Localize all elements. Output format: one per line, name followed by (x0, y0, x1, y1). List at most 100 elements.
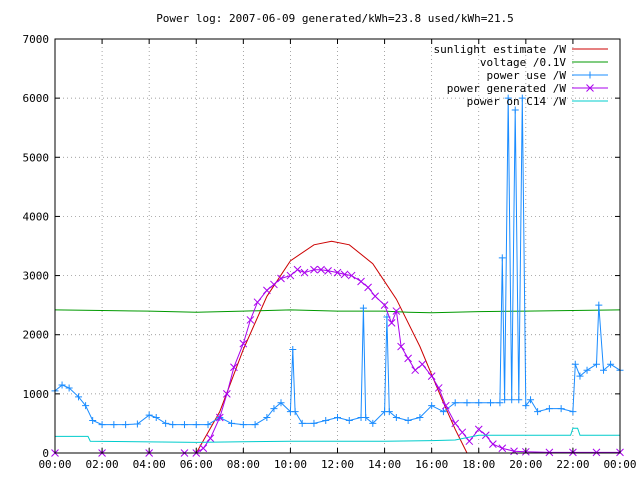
data-point-marker (289, 346, 297, 353)
data-point-marker (557, 405, 565, 413)
data-point-marker (458, 428, 467, 437)
data-point-marker (511, 106, 519, 114)
data-point-marker (428, 402, 436, 410)
data-point-marker (545, 448, 554, 457)
data-point-marker (364, 283, 372, 292)
data-point-marker (199, 444, 208, 453)
data-point-marker (324, 266, 332, 275)
data-point-marker (333, 268, 342, 277)
axes: 0 1000 2000 3000 4000 5000 6000 7000 00:00 02:00 0… (23, 33, 637, 471)
data-point-marker (510, 447, 518, 456)
data-point-marker (152, 414, 160, 422)
data-point-marker (253, 298, 262, 307)
legend-label: sunlight estimate /W (434, 43, 567, 56)
chart-title: Power log: 2007-06-09 generated/kWh=23.8… (156, 12, 514, 25)
data-point-marker (498, 254, 506, 262)
data-point-marker (411, 366, 420, 375)
data-point-marker (607, 360, 615, 368)
data-point-marker (371, 292, 380, 301)
x-tick-label: 22:00 (556, 458, 589, 471)
data-point-marker (385, 408, 393, 416)
data-point-marker (345, 416, 353, 424)
data-point-marker (362, 414, 370, 422)
data-point-marker (392, 414, 400, 422)
data-point-marker (463, 399, 471, 407)
y-tick-label: 5000 (23, 151, 50, 164)
data-point-marker (239, 421, 247, 429)
data-point-marker (439, 408, 447, 416)
legend-label: voltage /0.1V (480, 56, 566, 69)
data-point-marker (357, 277, 365, 286)
data-point-marker (522, 402, 530, 410)
data-point-marker (277, 274, 285, 283)
data-point-marker (230, 363, 238, 372)
data-point-marker (145, 411, 153, 419)
y-tick-label: 6000 (23, 92, 50, 105)
data-point-marker (595, 301, 603, 309)
data-point-marker (98, 421, 106, 429)
x-tick-label: 20:00 (509, 458, 542, 471)
data-point-marker (206, 434, 215, 443)
data-point-marker (270, 280, 278, 289)
data-point-marker (545, 405, 553, 413)
data-point-marker (204, 421, 212, 429)
data-point-marker (317, 265, 325, 274)
data-point-marker (310, 419, 318, 427)
data-point-marker (404, 354, 412, 363)
y-tick-label: 2000 (23, 329, 50, 342)
data-point-marker (246, 316, 255, 324)
y-tick-label: 0 (42, 447, 49, 460)
x-tick-label: 12:00 (321, 458, 354, 471)
data-point-marker (263, 414, 271, 422)
data-point-marker (228, 419, 236, 427)
data-point-marker (110, 421, 118, 429)
data-point-marker (576, 372, 584, 380)
data-point-marker (58, 381, 66, 389)
data-point-marker (583, 366, 591, 374)
data-point-marker (392, 307, 401, 315)
data-point-marker (569, 408, 577, 416)
legend-label: power use /W (487, 69, 567, 82)
legend-label: power generated /W (447, 82, 567, 95)
data-point-marker (475, 399, 483, 407)
data-point-marker (571, 360, 579, 368)
series-line (54, 98, 621, 426)
data-point-marker (380, 301, 389, 309)
data-point-marker (534, 408, 542, 416)
data-point-marker (310, 265, 318, 274)
data-point-marker (82, 402, 90, 410)
data-point-marker (441, 401, 450, 410)
x-tick-label: 00:00 (603, 458, 636, 471)
data-point-marker (133, 420, 141, 428)
x-tick-label: 06:00 (180, 458, 213, 471)
data-point-marker (387, 319, 396, 327)
data-point-marker (239, 339, 248, 348)
data-point-marker (192, 421, 200, 429)
series-layer (51, 94, 624, 457)
data-point-marker (498, 444, 507, 453)
data-point-marker (451, 419, 460, 428)
data-point-marker (215, 413, 224, 422)
data-point-marker (592, 448, 601, 457)
series-4 (55, 427, 620, 443)
data-point-marker (223, 390, 231, 398)
x-tick-label: 02:00 (86, 458, 119, 471)
x-tick-label: 08:00 (227, 458, 260, 471)
data-point-marker (347, 271, 356, 280)
series-0 (195, 240, 468, 454)
y-tick-label: 7000 (23, 33, 50, 46)
data-point-marker (465, 437, 474, 446)
data-point-marker (359, 304, 367, 312)
data-point-marker (169, 421, 177, 429)
x-tick-label: 14:00 (368, 458, 401, 471)
data-point-marker (527, 396, 535, 404)
data-point-marker (340, 270, 349, 279)
data-point-marker (508, 396, 516, 404)
x-tick-label: 18:00 (462, 458, 495, 471)
x-tick-label: 10:00 (274, 458, 307, 471)
data-point-marker (322, 416, 330, 424)
data-point-marker (496, 399, 504, 407)
data-point-marker (592, 360, 600, 368)
